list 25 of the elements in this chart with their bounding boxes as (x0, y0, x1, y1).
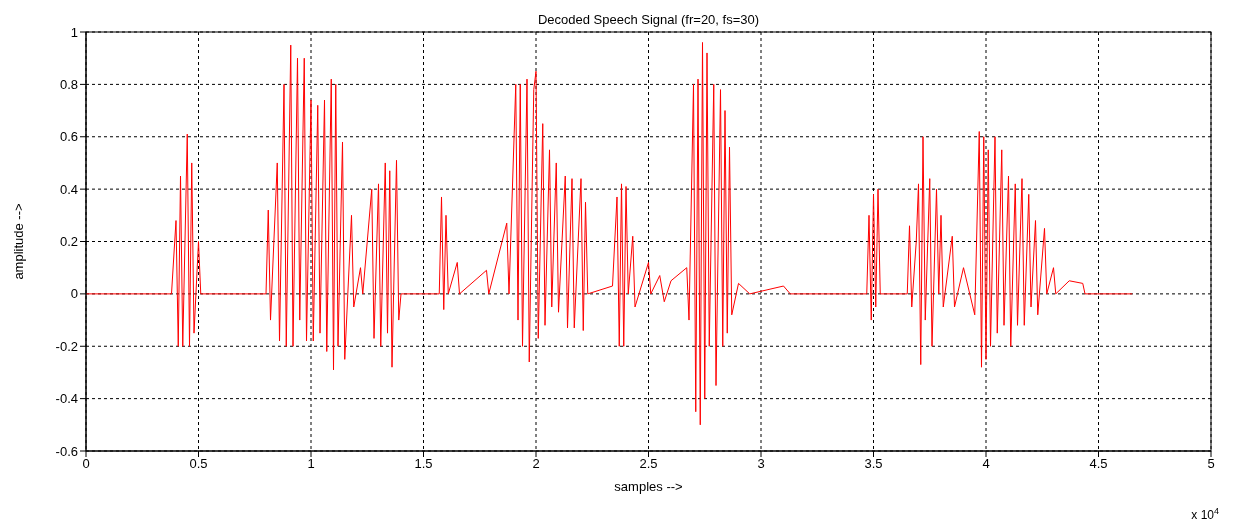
x-tick-label: 5 (1207, 456, 1215, 472)
x-tick-label: 1.5 (414, 456, 433, 472)
x-axis-title: samples --> (614, 479, 683, 494)
x-tick-label: 1 (307, 456, 315, 472)
line-series (86, 41, 1133, 426)
y-tick-label: 0.6 (59, 129, 78, 145)
x-tick-label: 3.5 (864, 456, 883, 472)
text: x 10$^{4}$ (1191, 506, 1219, 522)
y-tick-label: 0.8 (59, 76, 78, 92)
y-tick-label: 0 (70, 286, 78, 302)
x-tick-label: 4 (982, 456, 990, 472)
y-tick-label: 0.2 (59, 234, 78, 250)
x-tick-label: 0 (82, 456, 90, 472)
chart-title: Decoded Speech Signal (fr=20, fs=30) (537, 12, 760, 27)
y-tick-label: -0.4 (55, 391, 78, 407)
x-tick-label: 4.5 (1089, 456, 1108, 472)
y-tick-label: 0.4 (59, 181, 78, 197)
x-tick-label: 2.5 (639, 456, 658, 472)
x-tick-label: 0.5 (189, 456, 208, 472)
y-tick-label: 1 (70, 24, 78, 40)
y-tick-label: -0.6 (55, 443, 78, 459)
y-tick-label: -0.2 (55, 338, 78, 354)
y-axis-title: amplitude --> (10, 203, 26, 280)
x-tick-label: 2 (532, 456, 540, 472)
x-tick-label: 3 (757, 456, 765, 472)
